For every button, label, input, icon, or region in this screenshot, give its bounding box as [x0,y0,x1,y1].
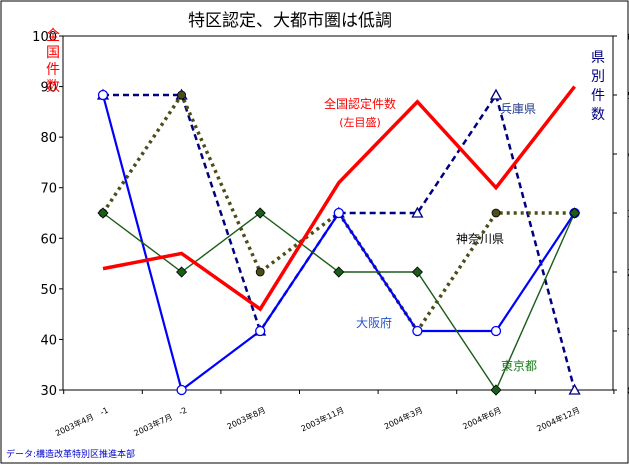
series-label-national-sub: (左目盛) [339,115,381,129]
data-point-circle-open [333,207,344,219]
left-axis-tick-label: 90 [40,81,57,96]
series-label-national: 全国認定件数 [324,96,396,111]
data-point-circle-open [412,325,423,337]
data-point-circle-open [490,325,502,337]
source-note: データ:構造改革特別区推進本部 [6,448,135,460]
data-point-diamond [176,266,188,278]
left-axis-label-char: 数 [46,79,60,95]
data-point-diamond [97,207,109,219]
right-axis-tick-label: 6 [627,32,629,43]
right-axis-tick-label: 4 [627,150,629,161]
series-line-0 [102,85,576,312]
left-axis-tick-label: 80 [40,131,57,146]
data-point-diamond [411,266,423,278]
right-axis-tick-label: 3 [627,209,629,220]
right-axis-label-char: 別 [591,69,605,85]
left-axis-label-char: 件 [46,62,60,78]
left-axis-tick-label: 50 [40,283,57,298]
left-axis-label-char: 国 [46,45,60,61]
left-axis-label-char: 全 [46,27,60,44]
right-axis-tick-label: 0 [627,386,629,397]
right-axis-tick-label: 5 [627,91,629,102]
data-point-diamond [569,207,581,219]
data-point-diamond [333,266,345,278]
left-axis-tick-label: 100 [32,30,57,45]
chart-title: 特区認定、大都市圏は低調 [188,11,392,31]
left-axis-tick-label: 70 [40,182,57,197]
series-label-osaka: 大阪府 [356,315,392,330]
right-axis-label-char: 県 [591,50,605,66]
series-label-tokyo: 東京都 [501,359,537,373]
right-axis-label-char: 数 [591,107,605,123]
series-label-kanagawa: 神奈川県 [456,232,504,246]
data-point-circle-filled [255,267,265,277]
right-axis-tick-label: 1 [627,327,629,338]
data-point-triangle [568,383,581,395]
data-point-circle-filled [177,90,187,100]
data-point-triangle [411,206,424,218]
data-point-diamond [254,207,266,219]
data-point-circle-filled [491,208,501,218]
data-point-diamond [490,384,502,396]
right-axis-tick-label: 2 [627,268,629,279]
left-axis-tick-label: 40 [40,333,57,348]
left-axis-tick-label: 60 [40,232,57,247]
data-point-circle-open [255,325,266,337]
data-point-circle-open [176,384,187,396]
right-axis-label-char: 件 [591,88,605,104]
left-axis-tick-label: 30 [40,384,57,399]
series-label-hyogo: 兵庫県 [500,102,536,116]
data-point-triangle [489,88,503,100]
data-point-circle-open [97,89,109,101]
